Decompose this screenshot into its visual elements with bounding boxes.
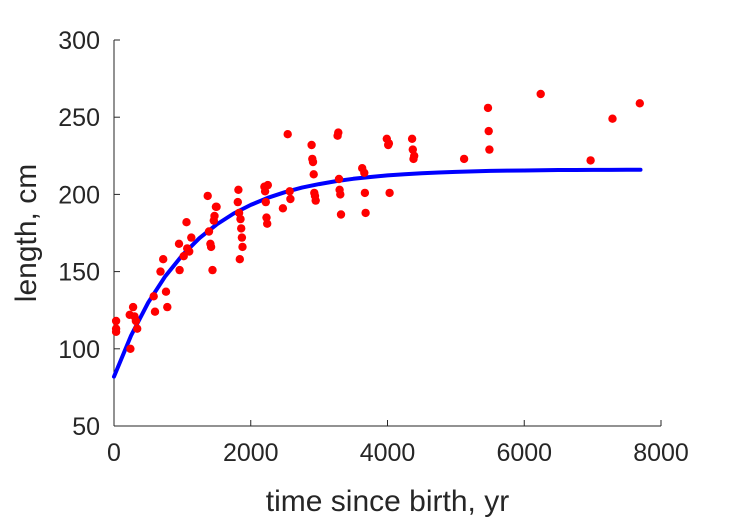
data-point <box>149 292 158 301</box>
data-point <box>182 218 191 227</box>
data-point <box>203 191 212 201</box>
y-tick-label: 250 <box>58 104 100 132</box>
data-point <box>235 255 244 264</box>
data-point <box>233 197 242 207</box>
data-point <box>283 130 292 139</box>
data-point <box>360 168 369 177</box>
data-point <box>128 302 138 312</box>
data-point <box>459 154 469 164</box>
data-point <box>263 180 272 190</box>
x-tick-label: 2000 <box>223 439 279 467</box>
data-point <box>308 157 318 167</box>
data-point <box>410 151 419 160</box>
data-point <box>234 185 243 194</box>
data-point <box>484 126 493 136</box>
data-point <box>635 99 644 108</box>
data-point <box>174 239 184 248</box>
data-point <box>384 139 394 148</box>
data-point <box>485 145 494 154</box>
data-point <box>185 247 194 256</box>
axes <box>113 39 662 427</box>
data-point <box>361 208 370 218</box>
data-point <box>133 324 142 333</box>
y-tick-label: 300 <box>58 27 100 55</box>
x-tick-label: 4000 <box>360 439 416 467</box>
data-point <box>204 227 214 236</box>
data-point <box>285 187 294 196</box>
data-point <box>150 307 160 316</box>
x-axis-label: time since birth, yr <box>266 485 509 518</box>
x-tick-label: 0 <box>107 439 121 467</box>
data-point <box>311 196 320 205</box>
data-point <box>286 194 295 204</box>
fit-curve <box>112 167 643 379</box>
data-point <box>187 233 196 242</box>
data-point <box>111 316 121 326</box>
data-point <box>334 174 344 184</box>
data-point <box>156 267 165 276</box>
data-point <box>262 213 271 222</box>
y-axis-label: length, cm <box>10 164 43 302</box>
fit-curve-group <box>112 167 643 379</box>
data-point <box>586 156 595 165</box>
data-point <box>159 255 168 264</box>
data-point <box>407 134 417 143</box>
data-point <box>360 188 370 198</box>
data-point <box>278 204 288 213</box>
data-point <box>536 89 545 99</box>
y-tick-label: 100 <box>58 336 100 364</box>
data-point <box>385 188 394 198</box>
data-point <box>261 197 270 207</box>
data-point <box>163 302 172 312</box>
data-point <box>336 190 345 199</box>
data-point <box>307 140 316 150</box>
data-point <box>111 327 121 336</box>
data-point <box>179 252 188 261</box>
data-point <box>206 242 216 252</box>
data-point <box>131 316 141 326</box>
y-tick-label: 50 <box>72 413 100 441</box>
data-point <box>263 219 272 228</box>
data-point <box>336 210 346 219</box>
data-point <box>175 265 184 275</box>
y-tick-label: 200 <box>58 181 100 209</box>
tick-labels: 0 2000 4000 6000 8000 50 100 150 200 250 300 <box>58 27 689 467</box>
x-tick-label: 8000 <box>633 439 689 467</box>
data-point <box>212 202 221 211</box>
data-point <box>210 211 219 221</box>
data-point <box>483 103 493 113</box>
x-tick-label: 6000 <box>496 439 552 467</box>
data-point <box>208 265 217 275</box>
data-point <box>237 233 247 242</box>
data-point <box>161 287 171 296</box>
data-point <box>608 114 617 123</box>
data-point <box>238 242 247 252</box>
data-point <box>309 170 318 179</box>
data-point <box>236 214 245 224</box>
data-point <box>334 128 343 137</box>
data-point <box>237 224 246 233</box>
data-point <box>126 344 135 353</box>
y-tick-label: 150 <box>58 259 100 287</box>
data-points-group <box>111 89 644 353</box>
